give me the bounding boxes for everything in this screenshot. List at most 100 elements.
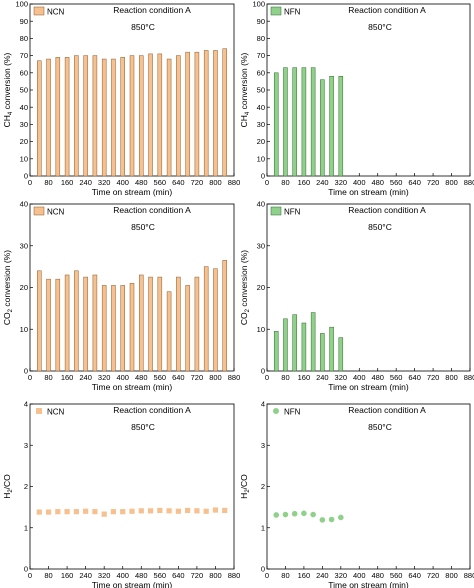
x-tick-label: 400 <box>116 571 129 580</box>
temperature-annotation: 850°C <box>131 422 155 432</box>
y-tick-label: 10 <box>257 154 265 163</box>
bar <box>213 50 218 177</box>
y-tick-label: 4 <box>261 400 265 409</box>
data-point <box>212 507 219 513</box>
bar <box>338 75 344 177</box>
x-tick-label: 320 <box>335 373 348 382</box>
y-tick-label: 3 <box>24 441 28 450</box>
x-tick-label: 320 <box>98 178 111 187</box>
x-tick-label: 480 <box>135 178 148 187</box>
x-tick-label: 880 <box>464 178 474 187</box>
condition-annotation: Reaction condition A <box>348 405 426 415</box>
y-tick-label: 0 <box>24 172 28 181</box>
y-axis-label-subscript: 4 <box>8 111 14 115</box>
data-point <box>319 517 326 523</box>
x-tick-label: 640 <box>172 571 185 580</box>
bar <box>273 331 279 372</box>
bar <box>83 55 88 177</box>
x-axis-label: Time on stream (min) <box>92 187 173 197</box>
y-tick-label: 80 <box>20 34 28 43</box>
y-axis-label: H2/CO <box>239 474 251 499</box>
y-axis-label-subscript: 2 <box>8 489 14 493</box>
x-tick-label: 640 <box>408 571 421 580</box>
data-point <box>147 508 154 514</box>
x-tick-label: 480 <box>371 373 384 382</box>
x-tick-label: 720 <box>427 178 440 187</box>
data-point <box>203 508 209 514</box>
condition-annotation: Reaction condition A <box>348 205 426 215</box>
y-tick-label: 60 <box>257 68 265 77</box>
bar <box>213 268 218 372</box>
bar <box>64 274 70 372</box>
bar <box>111 58 116 177</box>
x-tick-label: 80 <box>44 571 52 580</box>
x-tick-label: 800 <box>209 571 222 580</box>
x-tick-label: 240 <box>316 571 329 580</box>
bar <box>203 50 209 177</box>
chart-panel-1: 0 80 160 240 320 400 480 560 640 720 800 8800102030… <box>2 0 240 197</box>
bar <box>320 333 325 372</box>
x-axis-label: Time on stream (min) <box>328 187 409 197</box>
x-tick-label: 720 <box>191 178 204 187</box>
bar <box>55 278 61 372</box>
y-tick-label: 90 <box>20 17 28 26</box>
temperature-annotation: 850°C <box>131 222 155 232</box>
data-point <box>129 508 135 514</box>
x-tick-label: 0 <box>28 571 32 580</box>
data-point <box>175 508 181 514</box>
y-tick-label: 10 <box>257 325 265 334</box>
x-tick-label: 240 <box>79 178 92 187</box>
x-tick-label: 480 <box>135 373 148 382</box>
data-point <box>273 512 280 518</box>
x-tick-label: 0 <box>265 571 269 580</box>
x-tick-label: 0 <box>28 178 32 187</box>
x-tick-label: 880 <box>228 571 241 580</box>
x-tick-label: 400 <box>353 178 366 187</box>
x-axis-label: Time on stream (min) <box>92 382 173 392</box>
legend-swatch <box>270 6 282 16</box>
y-tick-label: 80 <box>257 34 265 43</box>
y-tick-label: 10 <box>20 325 28 334</box>
bar <box>46 58 51 177</box>
x-tick-label: 720 <box>427 373 440 382</box>
bar <box>74 55 79 177</box>
x-tick-label: 160 <box>298 373 311 382</box>
y-tick-label: 2 <box>24 482 28 491</box>
bar <box>166 58 172 177</box>
y-axis-label-rest: conversion (%) <box>2 250 12 309</box>
x-tick-label: 400 <box>116 373 129 382</box>
bar <box>55 57 61 177</box>
y-tick-label: 70 <box>20 51 28 60</box>
y-tick-label: 70 <box>257 51 265 60</box>
x-tick-label: 560 <box>154 178 167 187</box>
x-tick-label: 80 <box>281 373 289 382</box>
y-tick-label: 50 <box>257 86 265 95</box>
bar <box>92 55 98 177</box>
data-point <box>55 509 61 515</box>
data-point <box>310 511 316 518</box>
y-tick-label: 30 <box>20 241 28 250</box>
y-axis-label-subscript: 4 <box>245 111 251 115</box>
bar <box>139 274 144 372</box>
y-axis-label-rest: /CO <box>239 474 249 490</box>
bar <box>101 58 107 177</box>
condition-annotation: Reaction condition A <box>348 5 426 15</box>
x-tick-label: 0 <box>28 373 32 382</box>
y-tick-label: 20 <box>257 137 265 146</box>
y-tick-label: 3 <box>261 441 265 450</box>
x-tick-label: 160 <box>61 571 74 580</box>
bar <box>120 285 125 372</box>
bar <box>329 75 334 177</box>
y-tick-label: 20 <box>257 283 265 292</box>
data-point <box>157 507 163 514</box>
temperature-annotation: 850°C <box>368 222 392 232</box>
bar <box>338 337 344 372</box>
bar <box>176 55 181 177</box>
y-tick-label: 100 <box>252 0 265 9</box>
data-point <box>282 511 289 518</box>
x-tick-label: 160 <box>61 373 74 382</box>
legend-swatch <box>36 408 42 414</box>
y-tick-label: 60 <box>20 68 28 77</box>
bar <box>222 48 227 177</box>
temperature-annotation: 850°C <box>131 22 155 32</box>
